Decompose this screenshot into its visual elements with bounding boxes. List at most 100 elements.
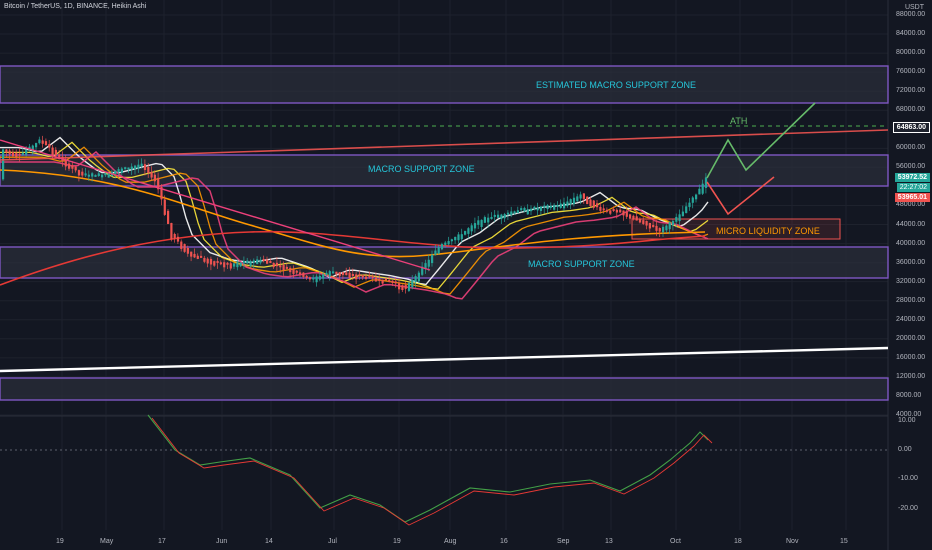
candle: [361, 274, 364, 278]
candle: [209, 258, 213, 265]
price-tick-label: 76000.00: [896, 68, 926, 76]
candle: [503, 214, 506, 219]
candle: [176, 236, 180, 242]
candle: [355, 274, 358, 280]
candle: [599, 206, 602, 211]
candle: [625, 211, 628, 217]
bullish-projection: [706, 102, 816, 179]
time-tick-label: 18: [734, 538, 742, 545]
candle: [272, 262, 275, 268]
candle: [411, 279, 414, 288]
candle: [117, 169, 120, 173]
price-tick-label: 40000.00: [896, 239, 926, 247]
price-tick-label: 68000.00: [896, 106, 926, 114]
moving-averages: [0, 136, 709, 300]
candle: [374, 277, 378, 282]
candle: [635, 216, 638, 221]
candle: [437, 247, 440, 254]
candle: [652, 225, 655, 228]
candle: [371, 275, 374, 278]
candle: [467, 228, 470, 234]
candle: [21, 152, 24, 155]
candle: [94, 174, 97, 177]
candle: [536, 207, 539, 211]
candle: [460, 234, 463, 240]
candle: [259, 259, 262, 263]
candle: [516, 210, 519, 214]
candle: [213, 261, 216, 266]
candle: [252, 260, 255, 263]
candle: [147, 166, 150, 173]
candle: [74, 166, 77, 171]
ma-long-orange: [0, 169, 706, 258]
candle: [388, 279, 391, 282]
candle: [167, 210, 170, 224]
candle: [421, 266, 424, 275]
time-tick-label: 19: [393, 538, 401, 545]
currency-label: USDT: [904, 4, 924, 11]
time-tick-label: 19: [56, 538, 64, 545]
candle: [500, 214, 503, 220]
candle: [163, 199, 166, 215]
candle: [556, 204, 559, 207]
candle: [513, 211, 516, 214]
candle: [120, 168, 123, 173]
candle: [84, 173, 87, 176]
candle: [381, 279, 384, 284]
candle: [592, 200, 595, 208]
candle: [127, 167, 130, 170]
candle: [655, 225, 658, 231]
candle: [612, 208, 615, 211]
candle: [279, 265, 282, 268]
candle: [365, 276, 368, 279]
candle: [107, 172, 110, 178]
candle: [328, 271, 331, 277]
candle: [44, 141, 48, 146]
price-tick-label: 16000.00: [896, 353, 926, 361]
candle: [275, 262, 279, 267]
candle: [464, 231, 467, 235]
time-tick-label: Oct: [670, 538, 681, 545]
candle: [226, 262, 229, 265]
bottom-zone: [0, 377, 889, 401]
oscillator-pane: [147, 414, 713, 526]
candle: [394, 281, 397, 284]
price-tick-label: 24000.00: [896, 315, 926, 323]
candle: [180, 241, 183, 249]
time-tick-label: May: [100, 538, 114, 545]
time-tick-label: Jun: [216, 538, 228, 545]
candle: [97, 173, 100, 177]
candle: [543, 205, 546, 208]
price-tick-label: 56000.00: [896, 163, 926, 171]
candle: [440, 244, 444, 250]
candle: [695, 194, 698, 200]
candle: [427, 259, 430, 267]
candle: [533, 206, 536, 210]
candle: [539, 206, 543, 211]
candle: [332, 271, 335, 274]
candle: [596, 203, 599, 208]
time-tick-label: 15: [840, 538, 848, 545]
candle: [566, 201, 569, 206]
candle: [219, 262, 222, 265]
candle: [447, 241, 450, 245]
candle: [398, 283, 401, 290]
candle: [236, 262, 239, 268]
price-tick-label: 12000.00: [896, 372, 926, 380]
candle: [457, 234, 460, 241]
candle: [358, 274, 361, 277]
candle: [470, 225, 473, 232]
candle: [675, 216, 678, 222]
osc-line-fast: [147, 414, 709, 523]
long-trend-line: [0, 346, 889, 373]
candle: [137, 164, 140, 169]
candle: [25, 150, 28, 155]
candle: [629, 214, 632, 219]
candle: [48, 144, 51, 148]
macro-zone-upper-label: MACRO SUPPORT ZONE: [368, 164, 475, 174]
candle: [239, 262, 242, 267]
candle: [341, 272, 345, 275]
candle: [285, 266, 288, 269]
candle: [576, 196, 579, 202]
